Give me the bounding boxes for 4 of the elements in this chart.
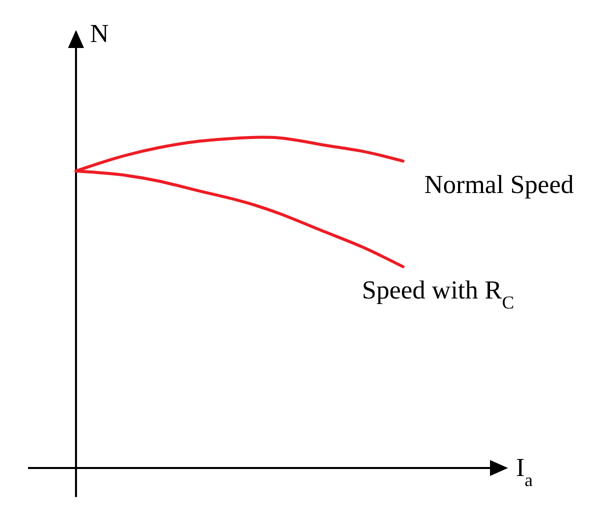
series-label: Speed with R$_{C}$ [362, 276, 514, 313]
series-label: Normal Speed [424, 170, 574, 200]
y-axis-title: N [90, 19, 109, 48]
x-axis-title: I$_{a}$ [516, 453, 533, 490]
